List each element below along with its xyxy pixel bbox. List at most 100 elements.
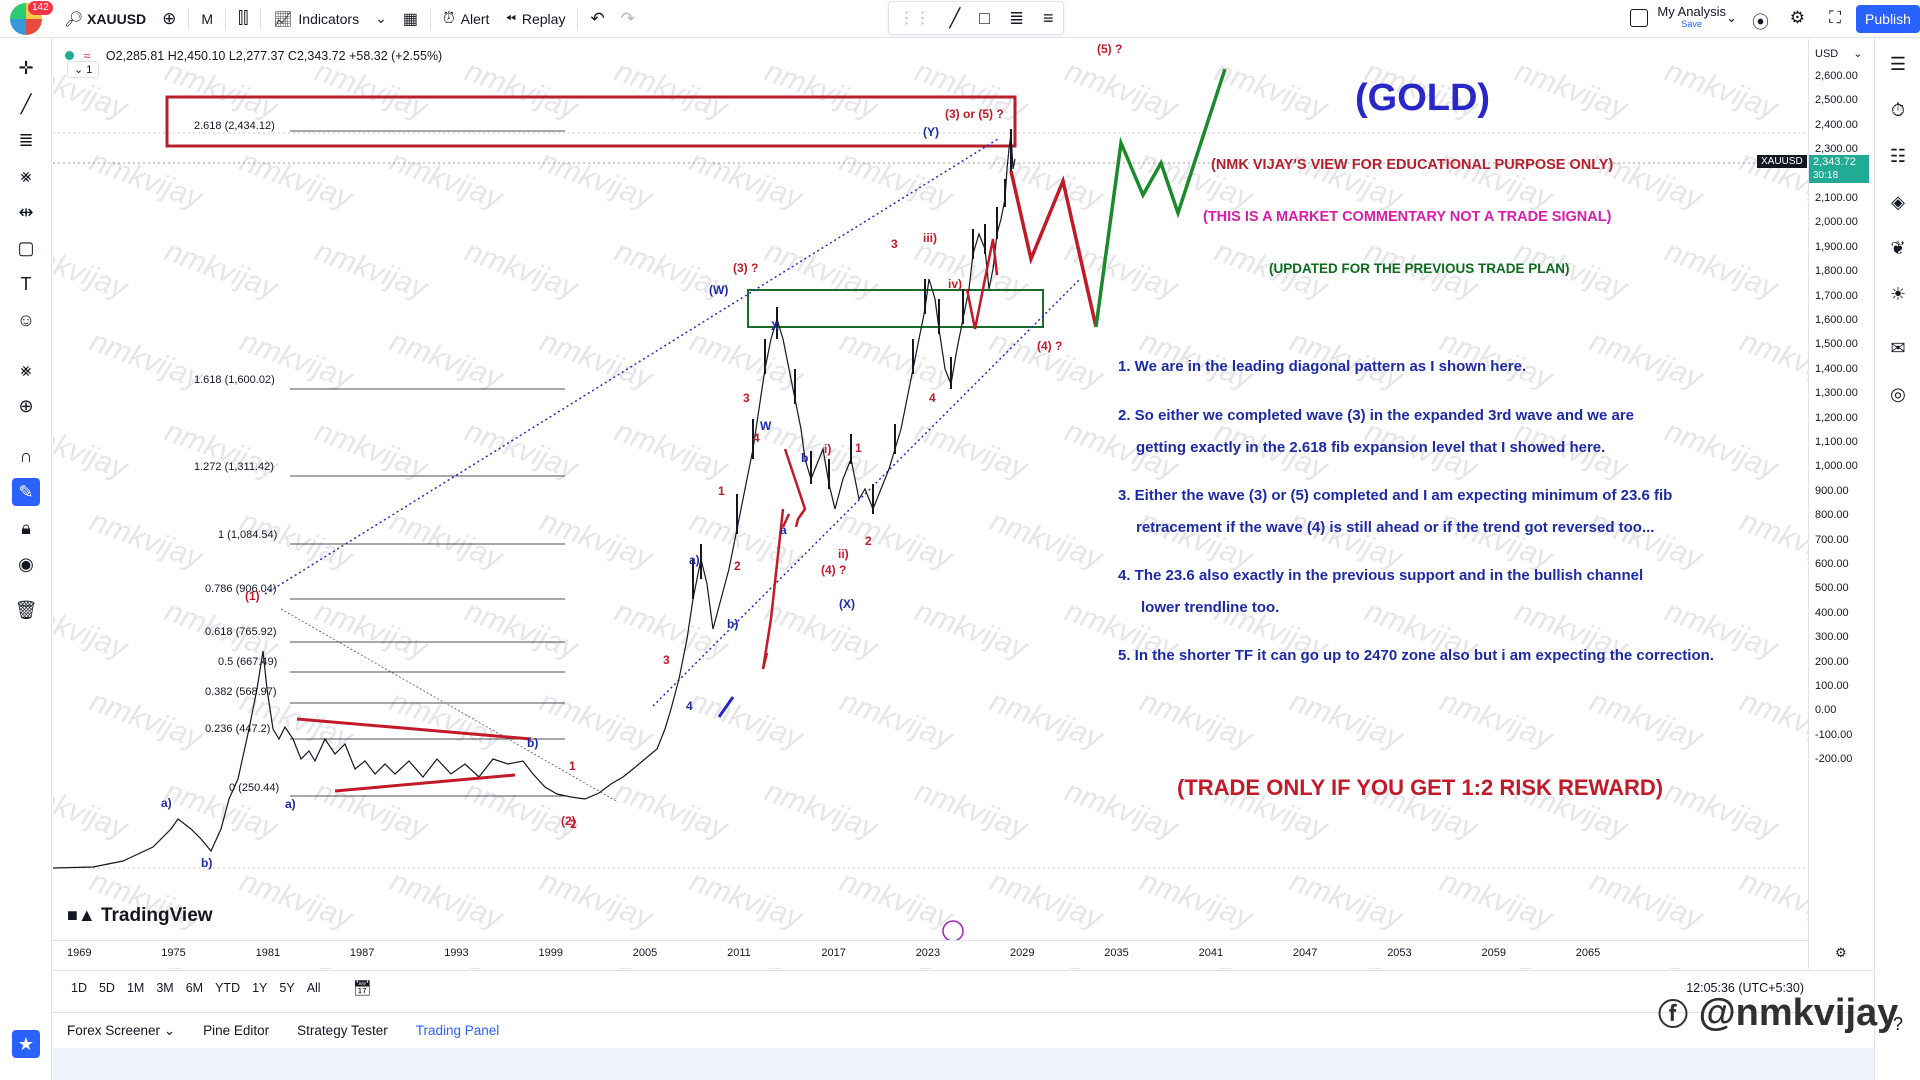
fullscreen-icon[interactable]: ⛶ <box>1829 8 1841 27</box>
watermark-text: nmkvijay <box>536 865 659 937</box>
fib-tool-icon[interactable]: ≣ <box>1008 7 1025 28</box>
range-button-1d[interactable]: 1D <box>71 980 87 995</box>
trend-line-tool-icon[interactable]: ╱ <box>20 93 32 114</box>
right-widget-bar: ☰ ⏱︎ ☷ ◈ ❦ ☀︎ ✉︎ ◎ ? <box>1874 38 1920 1080</box>
chart-canvas[interactable]: nmkvijay nmkvijay nmkvijay nmkvijay nmkvijay… <box>53 39 1808 969</box>
layout-save-button[interactable]: My Analysis Save <box>1657 5 1726 30</box>
eye-icon[interactable]: ◉ <box>18 553 34 574</box>
fib-retracement-icon[interactable]: ≡ <box>1042 7 1054 28</box>
replay-button[interactable]: ⏪︎ Replay <box>497 0 573 38</box>
wave-ab-stroke <box>783 448 807 528</box>
tab-trading-panel[interactable]: Trading Panel <box>415 1023 500 1038</box>
price-tick-label: 2,600.00 <box>1815 70 1858 82</box>
scale-settings-icon[interactable]: ⚙︎ <box>1835 945 1847 960</box>
chart-pane[interactable]: nmkvijay nmkvijay nmkvijay nmkvijay nmkvijay… <box>53 39 1808 969</box>
watermark-text: nmkvijay <box>611 415 734 487</box>
secondary-trend-line[interactable] <box>280 608 619 803</box>
indicators-button[interactable]: 📈︎ Indicators <box>265 0 367 38</box>
rectangle-icon[interactable]: □ <box>979 7 991 28</box>
icons-tool-icon[interactable]: ☺ <box>16 309 36 330</box>
layers-icon[interactable]: ◈ <box>1891 191 1905 212</box>
help-icon[interactable]: ? <box>1892 1013 1903 1034</box>
layout-toggle-button[interactable] <box>1630 9 1648 27</box>
magnet-icon[interactable]: ∩ <box>19 445 33 466</box>
triangle-lower-line[interactable] <box>334 773 516 793</box>
range-button-3m[interactable]: 3M <box>156 980 174 995</box>
prediction-tools-icon[interactable]: ⇹ <box>18 201 34 222</box>
layout-grid-button[interactable]: ▦ <box>395 0 426 38</box>
publish-button[interactable]: Publish <box>1856 5 1920 33</box>
settings-icon[interactable]: ⚙︎ <box>1789 8 1805 27</box>
redo-button[interactable]: ↷ <box>613 0 643 38</box>
indicator-templates-button[interactable]: ⌄ <box>367 0 395 38</box>
currency-selector[interactable]: USD ⌄ <box>1815 47 1863 60</box>
geometric-shapes-icon[interactable]: ▢ <box>17 237 35 258</box>
wave-b-triangle-label: b) <box>527 736 539 750</box>
candle-marks <box>692 129 1012 599</box>
watermark-text: nmkvijay <box>1061 775 1184 847</box>
wave-2-mid-label: 2 <box>734 559 741 573</box>
ruler-icon[interactable]: ⨳ <box>20 359 32 380</box>
range-button-all[interactable]: All <box>306 980 321 995</box>
price-tick-label: 400.00 <box>1815 606 1849 619</box>
tradingview-logo[interactable]: ■▲ TradingView <box>67 905 213 927</box>
currency-label: USD <box>1815 48 1839 60</box>
chat-icon[interactable]: ✉︎ <box>1890 337 1906 358</box>
drag-handle-icon[interactable]: ⋮⋮ <box>898 10 931 27</box>
layout-menu-chevron-icon[interactable]: ⌄ <box>1726 10 1737 25</box>
quick-search-icon[interactable]: ⦿ <box>1752 13 1769 32</box>
alert-button[interactable]: ⏰︎ Alert <box>435 0 498 38</box>
price-tick-label: 1,800.00 <box>1815 265 1858 278</box>
text-tool-icon[interactable]: T <box>20 273 32 294</box>
ideas-icon[interactable]: ❦ <box>1890 237 1906 258</box>
wave-1-mid-label: 1 <box>718 484 725 498</box>
compare-symbol-button[interactable]: ⊕ <box>154 0 184 38</box>
interval-button[interactable]: M <box>201 10 214 27</box>
price-tick-label: -200.00 <box>1815 753 1853 766</box>
trash-icon[interactable]: 🗑︎ <box>14 599 38 620</box>
wave-3-right-label: 3 <box>891 237 898 251</box>
favorites-star-icon[interactable]: ★ <box>12 1030 40 1058</box>
fib-tools-icon[interactable]: ≣ <box>18 129 34 150</box>
range-button-ytd[interactable]: YTD <box>215 980 241 995</box>
broadcast-icon[interactable]: ◎ <box>1890 383 1906 404</box>
lightbulb-icon[interactable]: ☀︎ <box>1889 283 1907 304</box>
news-icon[interactable]: ☷ <box>1889 145 1907 166</box>
range-button-5d[interactable]: 5D <box>98 980 115 995</box>
note-3-cont: retracement if the wave (4) is still ahe… <box>1136 519 1655 536</box>
wave-3q-label: (3) ? <box>733 261 759 275</box>
support-zone-box[interactable] <box>747 289 1044 328</box>
bullish-projection-path[interactable] <box>1094 68 1227 328</box>
tab-pine-editor[interactable]: Pine Editor <box>203 1023 270 1038</box>
bearish-projection-path[interactable] <box>1009 170 1098 328</box>
upper-channel-line[interactable] <box>264 138 999 595</box>
watchlist-icon[interactable]: ☰ <box>1889 53 1907 74</box>
range-button-5y[interactable]: 5Y <box>279 980 295 995</box>
goto-date-icon[interactable]: 📅︎ <box>352 979 372 997</box>
alerts-clock-icon[interactable]: ⏱︎ <box>1890 99 1906 120</box>
clock-display[interactable]: 12:05:36 (UTC+5:30) <box>1686 980 1804 995</box>
watermark-text: nmkvijay <box>1436 145 1559 217</box>
legend-collapse-button[interactable]: ⌄ 1 <box>67 61 100 78</box>
range-button-6m[interactable]: 6M <box>185 980 204 995</box>
tab-forex-screener[interactable]: Forex Screener ⌄ <box>53 1023 189 1039</box>
watermark-text: nmkvijay <box>53 415 133 487</box>
triangle-upper-line[interactable] <box>296 717 532 741</box>
time-scale[interactable]: 1969 1975 1981 1987 1993 1999 2005 2011 2017 2023… <box>53 940 1808 968</box>
tab-strategy-tester[interactable]: Strategy Tester <box>297 1023 388 1038</box>
lock-icon[interactable]: 🔒︎ <box>21 517 31 538</box>
symbol-search[interactable]: 🔎︎ XAUUSD <box>56 0 154 38</box>
keep-drawing-icon[interactable]: ✎ <box>12 478 40 506</box>
zoom-in-icon[interactable]: ⊕ <box>18 395 34 416</box>
range-button-1y[interactable]: 1Y <box>252 980 268 995</box>
range-button-1m[interactable]: 1M <box>126 980 145 995</box>
notification-badge: 142 <box>28 1 53 15</box>
trend-line-icon[interactable]: ╱ <box>949 7 961 28</box>
undo-button[interactable]: ↶ <box>582 0 612 38</box>
price-scale[interactable]: USD ⌄ 2,600.00 2,500.00 2,400.00 2,300.00 2,… <box>1757 39 1874 969</box>
chart-type-button[interactable]: ⫿⫿ <box>230 0 256 38</box>
watermark-text: nmkvijay <box>986 505 1109 577</box>
target-zone-box[interactable] <box>165 95 1017 148</box>
crosshair-icon[interactable]: ✛ <box>18 57 34 78</box>
patterns-icon[interactable]: ⨳ <box>20 165 32 186</box>
